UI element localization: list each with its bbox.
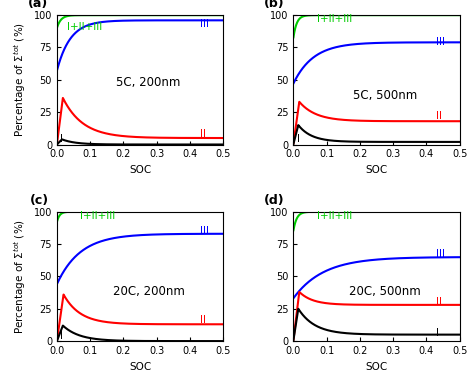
- Text: I+II+III: I+II+III: [80, 211, 116, 221]
- Text: III: III: [437, 249, 446, 260]
- Text: 20C, 200nm: 20C, 200nm: [112, 285, 184, 298]
- Y-axis label: Percentage of $\Sigma^{tot}$ (%): Percentage of $\Sigma^{tot}$ (%): [12, 219, 28, 334]
- Text: II: II: [200, 129, 206, 139]
- Text: I: I: [437, 328, 439, 338]
- Text: 5C, 200nm: 5C, 200nm: [116, 76, 181, 89]
- Text: (a): (a): [28, 0, 48, 10]
- Text: (d): (d): [264, 194, 285, 207]
- Text: III: III: [200, 19, 209, 29]
- X-axis label: SOC: SOC: [129, 165, 151, 175]
- X-axis label: SOC: SOC: [365, 165, 388, 175]
- Text: I+II+III: I+II+III: [317, 14, 352, 24]
- Text: II: II: [200, 315, 206, 326]
- Text: (c): (c): [29, 194, 48, 207]
- Text: I+II+III: I+II+III: [67, 22, 102, 32]
- Y-axis label: Percentage of $\Sigma^{tot}$ (%): Percentage of $\Sigma^{tot}$ (%): [12, 22, 28, 137]
- Text: II: II: [437, 111, 442, 121]
- Text: II: II: [437, 297, 442, 307]
- Text: I+II+III: I+II+III: [317, 211, 352, 221]
- Text: 20C, 500nm: 20C, 500nm: [349, 285, 421, 298]
- Text: (b): (b): [264, 0, 285, 10]
- Text: III: III: [437, 37, 446, 47]
- Text: I: I: [60, 331, 63, 341]
- X-axis label: SOC: SOC: [129, 362, 151, 371]
- Text: 5C, 500nm: 5C, 500nm: [353, 89, 417, 102]
- Text: III: III: [200, 226, 209, 236]
- Text: I: I: [60, 134, 63, 144]
- X-axis label: SOC: SOC: [365, 362, 388, 371]
- Text: I: I: [297, 134, 300, 144]
